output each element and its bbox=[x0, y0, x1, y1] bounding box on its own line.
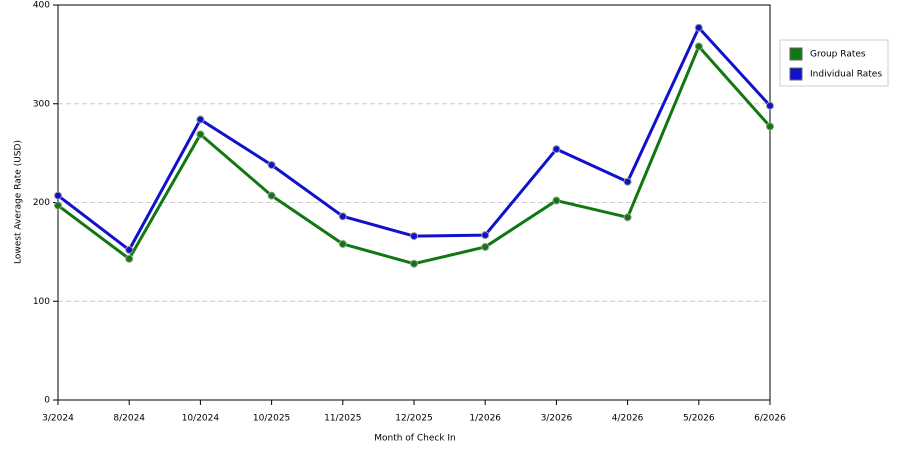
data-point bbox=[125, 245, 134, 254]
y-axis-label: Lowest Average Rate (USD) bbox=[14, 140, 24, 264]
data-point bbox=[338, 212, 347, 221]
x-axis-label: Month of Check In bbox=[374, 434, 456, 444]
x-tick-label: 10/2025 bbox=[253, 414, 290, 424]
x-tick-label: 4/2026 bbox=[612, 414, 644, 424]
y-tick-label: 0 bbox=[44, 396, 50, 406]
series-line bbox=[57, 26, 772, 252]
data-point bbox=[196, 130, 205, 139]
x-tick-label: 1/2026 bbox=[469, 414, 501, 424]
data-point bbox=[766, 122, 774, 131]
y-tick-label: 300 bbox=[33, 99, 50, 109]
data-point bbox=[694, 23, 703, 32]
y-tick-label: 100 bbox=[33, 297, 50, 307]
x-tick-label: 11/2025 bbox=[324, 414, 361, 424]
data-point bbox=[481, 231, 490, 240]
series-line bbox=[57, 44, 772, 266]
data-point bbox=[267, 191, 276, 200]
y-tick-label: 200 bbox=[33, 198, 50, 208]
data-point bbox=[552, 196, 561, 205]
x-tick-label: 12/2025 bbox=[395, 414, 432, 424]
x-tick-label: 3/2024 bbox=[42, 414, 74, 424]
x-tick-label: 6/2026 bbox=[754, 414, 786, 424]
x-tick-label: 8/2024 bbox=[113, 414, 145, 424]
data-point bbox=[766, 101, 774, 110]
data-point bbox=[623, 177, 632, 186]
legend-swatch bbox=[789, 67, 803, 81]
data-point bbox=[267, 160, 276, 169]
x-tick-label: 5/2026 bbox=[683, 414, 715, 424]
data-point bbox=[410, 232, 418, 241]
data-point bbox=[481, 242, 490, 251]
data-point bbox=[410, 259, 418, 268]
x-tick-label: 10/2024 bbox=[182, 414, 220, 424]
legend-label: Individual Rates bbox=[810, 70, 882, 80]
data-point bbox=[196, 115, 205, 124]
data-point bbox=[125, 254, 134, 263]
y-tick-label: 400 bbox=[33, 1, 50, 11]
legend-label: Group Rates bbox=[810, 50, 866, 60]
data-point bbox=[54, 191, 62, 200]
data-point bbox=[54, 201, 62, 210]
data-point bbox=[552, 145, 561, 154]
legend-swatch bbox=[789, 47, 803, 61]
data-point bbox=[694, 42, 703, 51]
x-tick-label: 3/2026 bbox=[541, 414, 573, 424]
data-point bbox=[338, 239, 347, 248]
data-point bbox=[623, 213, 632, 222]
